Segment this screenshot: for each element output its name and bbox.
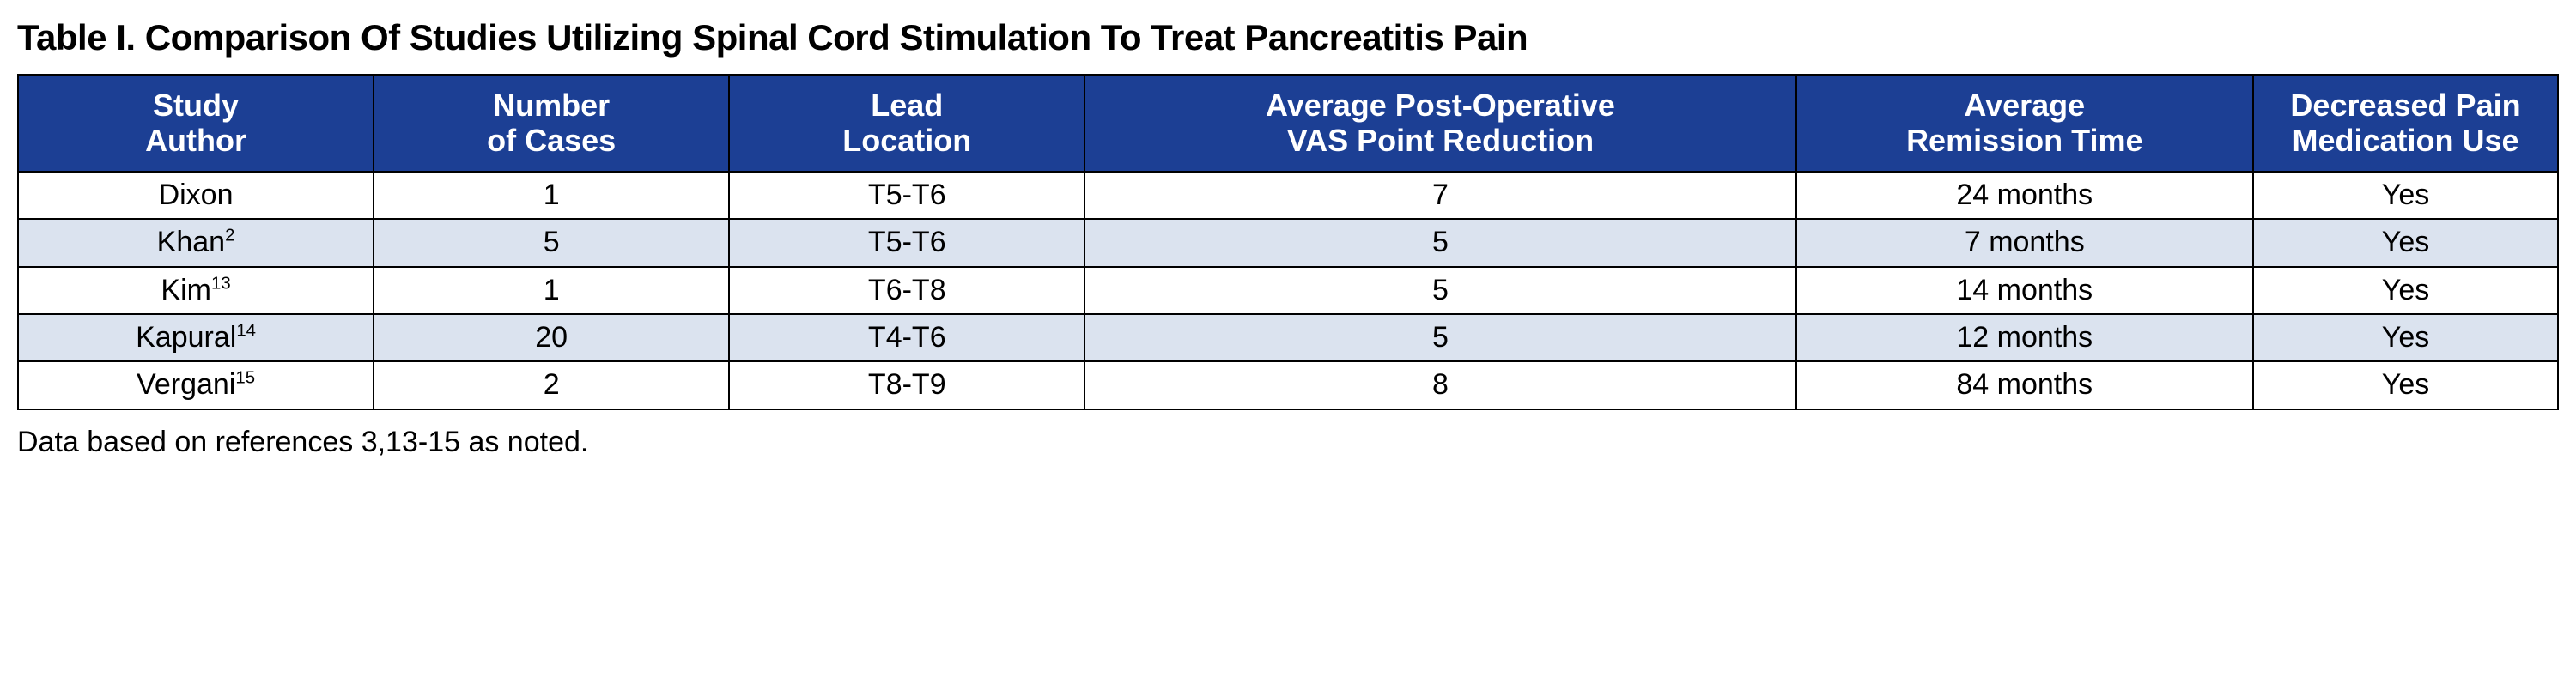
table-row: Khan25T5-T657 monthsYes [18, 219, 2558, 266]
author-name: Vergani [137, 368, 235, 401]
cell-lead: T5-T6 [729, 172, 1084, 219]
cell-author: Vergani15 [18, 361, 374, 409]
cell-med: Yes [2253, 361, 2558, 409]
table-row: Kim131T6-T8514 monthsYes [18, 267, 2558, 314]
header-line1: Average [1964, 88, 2085, 123]
column-header: LeadLocation [729, 75, 1084, 172]
cell-lead: T6-T8 [729, 267, 1084, 314]
header-line1: Decreased Pain [2290, 88, 2520, 123]
author-name: Kim [161, 274, 211, 306]
author-ref-sup: 15 [235, 369, 255, 388]
header-row: StudyAuthorNumberof CasesLeadLocationAve… [18, 75, 2558, 172]
table-footnote: Data based on references 3,13-15 as note… [17, 426, 2559, 459]
cell-vas: 5 [1084, 219, 1795, 266]
cell-lead: T8-T9 [729, 361, 1084, 409]
column-header: Numberof Cases [374, 75, 729, 172]
table-container: Table I. Comparison Of Studies Utilizing… [17, 17, 2559, 459]
author-name: Khan [157, 226, 225, 258]
header-line2: of Cases [487, 123, 616, 158]
cell-author: Khan2 [18, 219, 374, 266]
table-row: Vergani152T8-T9884 monthsYes [18, 361, 2558, 409]
cell-remission: 24 months [1796, 172, 2253, 219]
header-line2: Medication Use [2292, 123, 2518, 158]
author-name: Dixon [159, 179, 234, 211]
column-header: Average Post-OperativeVAS Point Reductio… [1084, 75, 1795, 172]
header-line2: Author [145, 123, 246, 158]
cell-cases: 20 [374, 314, 729, 361]
header-line2: Remission Time [1906, 123, 2142, 158]
cell-lead: T4-T6 [729, 314, 1084, 361]
cell-author: Dixon [18, 172, 374, 219]
header-line1: Study [153, 88, 239, 123]
column-header: StudyAuthor [18, 75, 374, 172]
cell-remission: 12 months [1796, 314, 2253, 361]
cell-author: Kim13 [18, 267, 374, 314]
cell-med: Yes [2253, 172, 2558, 219]
author-ref-sup: 14 [236, 322, 256, 341]
header-line1: Average Post-Operative [1266, 88, 1615, 123]
studies-table: StudyAuthorNumberof CasesLeadLocationAve… [17, 74, 2559, 410]
author-name: Kapural [136, 321, 236, 354]
column-header: AverageRemission Time [1796, 75, 2253, 172]
cell-cases: 1 [374, 267, 729, 314]
cell-remission: 7 months [1796, 219, 2253, 266]
table-row: Dixon 1T5-T6724 monthsYes [18, 172, 2558, 219]
cell-remission: 14 months [1796, 267, 2253, 314]
cell-remission: 84 months [1796, 361, 2253, 409]
author-ref-sup: 13 [211, 274, 231, 293]
author-ref-sup: 2 [225, 227, 234, 245]
cell-med: Yes [2253, 314, 2558, 361]
cell-vas: 5 [1084, 314, 1795, 361]
cell-med: Yes [2253, 267, 2558, 314]
header-line2: VAS Point Reduction [1287, 123, 1594, 158]
cell-author: Kapural14 [18, 314, 374, 361]
cell-vas: 5 [1084, 267, 1795, 314]
cell-lead: T5-T6 [729, 219, 1084, 266]
header-line1: Lead [871, 88, 943, 123]
cell-cases: 1 [374, 172, 729, 219]
header-line1: Number [493, 88, 610, 123]
header-line2: Location [842, 123, 971, 158]
table-title: Table I. Comparison Of Studies Utilizing… [17, 17, 2559, 58]
cell-vas: 7 [1084, 172, 1795, 219]
column-header: Decreased PainMedication Use [2253, 75, 2558, 172]
table-head: StudyAuthorNumberof CasesLeadLocationAve… [18, 75, 2558, 172]
cell-med: Yes [2253, 219, 2558, 266]
cell-cases: 2 [374, 361, 729, 409]
table-body: Dixon1T5-T6724 monthsYesKhan25T5-T657 mo… [18, 172, 2558, 409]
table-row: Kapural1420T4-T6512 monthsYes [18, 314, 2558, 361]
cell-vas: 8 [1084, 361, 1795, 409]
cell-cases: 5 [374, 219, 729, 266]
